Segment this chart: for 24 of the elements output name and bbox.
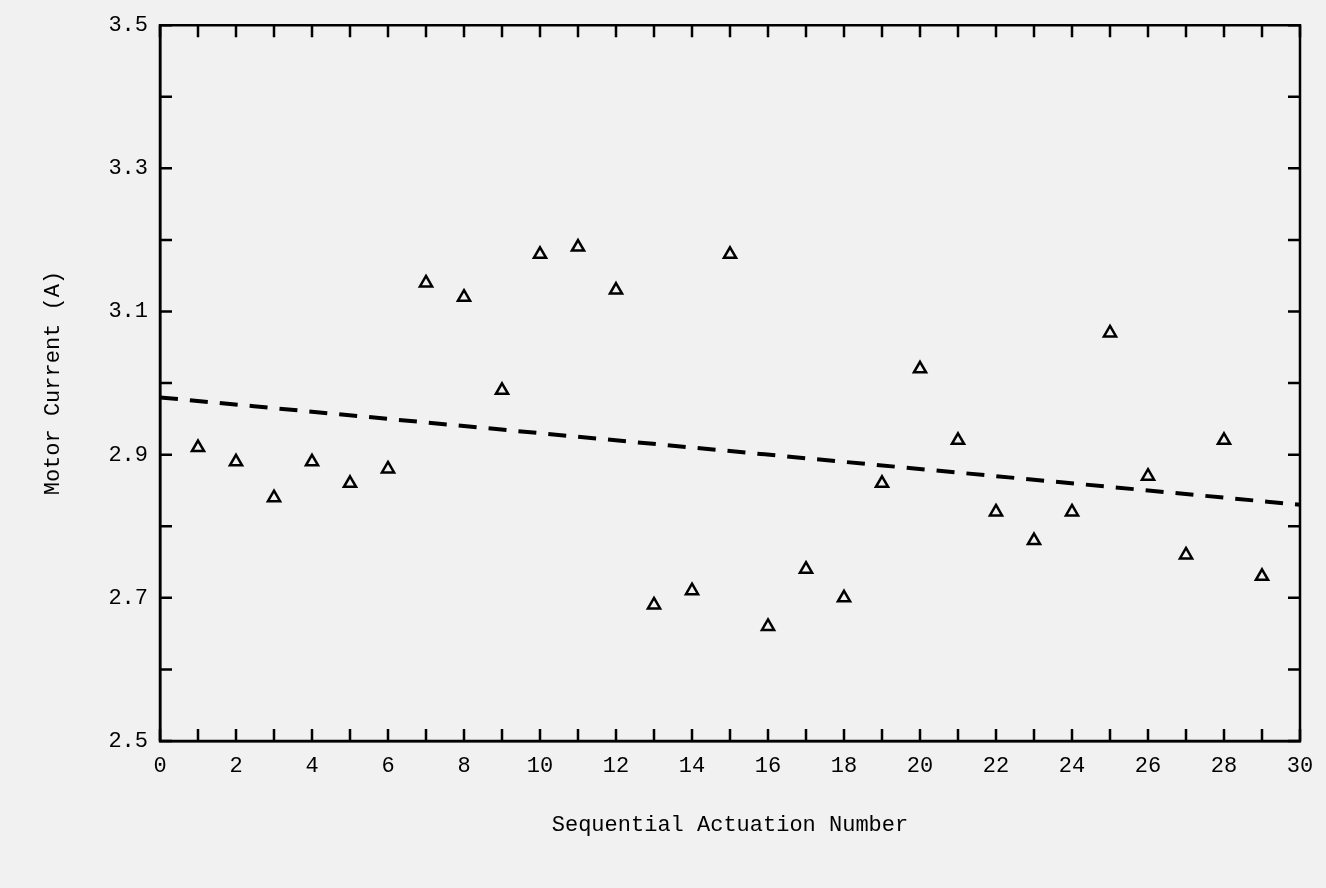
x-tick-label: 28 xyxy=(1210,754,1238,780)
y-axis-title: Motor Current (A) xyxy=(41,270,67,496)
x-tick-label: 4 xyxy=(305,754,319,780)
x-tick-label: 22 xyxy=(982,754,1010,780)
x-tick-label: 20 xyxy=(906,754,934,780)
y-tick-label: 3.3 xyxy=(108,156,148,182)
x-tick-label: 14 xyxy=(678,754,706,780)
x-tick-label: 2 xyxy=(229,754,243,780)
x-tick-label: 6 xyxy=(381,754,395,780)
x-tick-label: 10 xyxy=(526,754,554,780)
x-tick-label: 24 xyxy=(1058,754,1086,780)
x-tick-label: 30 xyxy=(1286,754,1314,780)
x-tick-label: 16 xyxy=(754,754,782,780)
y-tick-label: 3.5 xyxy=(108,13,148,39)
x-tick-label: 26 xyxy=(1134,754,1162,780)
y-tick-label: 2.5 xyxy=(108,728,148,754)
x-tick-label: 18 xyxy=(830,754,858,780)
x-axis-title: Sequential Actuation Number xyxy=(551,812,909,838)
x-tick-label: 8 xyxy=(457,754,471,780)
y-tick-label: 2.9 xyxy=(108,442,148,468)
y-tick-label: 3.1 xyxy=(108,299,148,325)
y-tick-label: 2.7 xyxy=(108,585,148,611)
x-tick-label: 12 xyxy=(602,754,630,780)
x-tick-label: 0 xyxy=(153,754,167,780)
